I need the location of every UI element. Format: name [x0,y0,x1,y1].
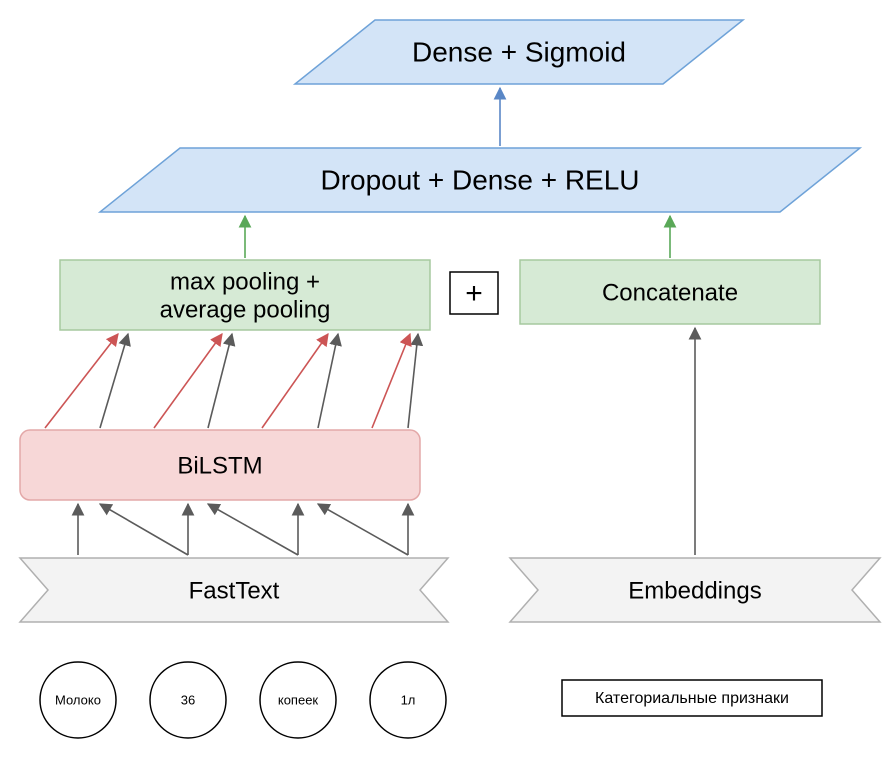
architecture-diagram: Dense + Sigmoid Dropout + Dense + RELU max… [0,0,886,772]
token-label-1: 36 [181,692,195,707]
arrow [318,504,408,555]
token-label-0: Молоко [55,692,101,707]
arrow [262,334,328,428]
concatenate-label: Concatenate [602,279,738,306]
arrow [408,334,418,428]
token-label-2: копеек [278,692,319,707]
fasttext-label: FastText [189,577,280,604]
arrow [372,334,410,428]
arrow [318,334,338,428]
arrow [100,504,188,555]
pooling-label-2: average pooling [160,296,331,323]
arrow [208,504,298,555]
dense-sigmoid-label: Dense + Sigmoid [412,36,626,67]
arrow [45,334,118,428]
arrow [100,334,128,428]
token-label-3: 1л [401,692,416,707]
dropout-dense-relu-label: Dropout + Dense + RELU [320,164,639,195]
embeddings-label: Embeddings [628,577,761,604]
categorical-features-label: Категориальные признаки [595,690,789,707]
plus-label: + [465,277,483,310]
pooling-label-1: max pooling + [170,268,320,295]
bilstm-label: BiLSTM [177,452,262,479]
